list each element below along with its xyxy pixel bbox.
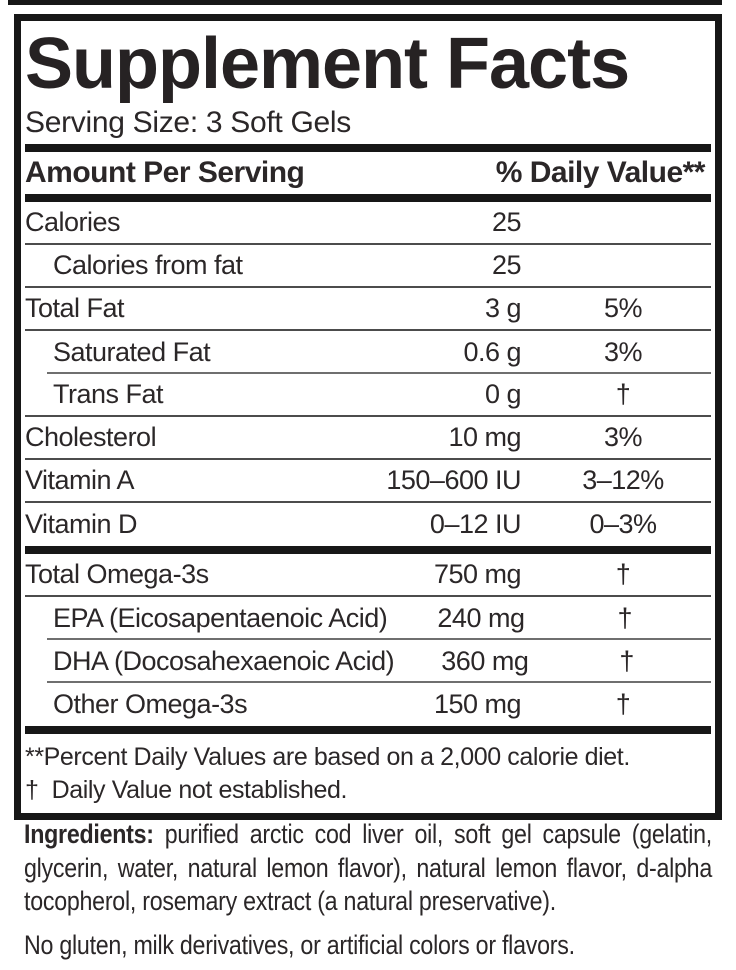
daily-value-header-label: % Daily Value** — [495, 156, 706, 189]
nutrient-name: Total Omega-3s — [25, 559, 209, 589]
nutrient-row-dha: DHA (Docosahexaenoic Acid) 360 mg † — [25, 640, 711, 683]
nutrient-amount: 25 — [491, 207, 522, 237]
nutrient-dv: 3–12% — [582, 465, 664, 495]
nutrient-name: Calories — [25, 207, 121, 237]
nutrient-name: Vitamin A — [25, 465, 135, 495]
nutrient-amount: 150–600 IU — [386, 465, 521, 495]
nutrient-name: Saturated Fat — [53, 337, 211, 367]
nutrient-dv: 5% — [603, 293, 643, 323]
nutrient-dv: † — [615, 559, 631, 589]
nutrient-amount: 360 mg — [441, 646, 529, 676]
divider-bar-footnotes — [25, 726, 711, 734]
nutrient-name: Vitamin D — [25, 509, 138, 539]
nutrient-amount: 240 mg — [437, 603, 525, 633]
allergen-note: No gluten, milk derivatives, or artifici… — [24, 929, 575, 960]
ingredients-paragraph: Ingredients: purified arctic cod liver o… — [24, 818, 712, 919]
nutrient-dv: † — [617, 603, 632, 633]
nutrient-amount: 750 mg — [433, 559, 522, 589]
footnote-daily-values: **Percent Daily Values are based on a 2,… — [25, 743, 630, 771]
nutrient-dv: 3% — [603, 422, 643, 452]
divider-bar-omega — [25, 546, 711, 554]
nutrient-row-trans-fat: Trans Fat 0 g † — [25, 374, 711, 417]
supplement-facts-panel: Supplement Facts Serving Size: 3 Soft Ge… — [14, 14, 722, 820]
label-edge-strip — [8, 0, 722, 5]
ingredients-text: purified arctic cod liver oil, soft gel … — [24, 819, 713, 916]
nutrient-amount: 150 mg — [433, 689, 522, 719]
nutrient-amount: 10 mg — [448, 422, 521, 452]
nutrient-amount: 3 g — [484, 293, 522, 323]
panel-inner: Supplement Facts Serving Size: 3 Soft Ge… — [21, 22, 715, 813]
nutrient-row-epa: EPA (Eicosapentaenoic Acid) 240 mg † — [25, 597, 711, 640]
label-details: Ingredients: purified arctic cod liver o… — [24, 818, 712, 962]
nutrient-name: Cholesterol — [25, 422, 157, 452]
nutrient-name: Total Fat — [25, 293, 125, 323]
nutrient-row-other-omega-3s: Other Omega-3s 150 mg † — [25, 683, 711, 726]
divider-bar-header — [25, 194, 711, 202]
nutrient-amount: 0–12 IU — [429, 509, 522, 539]
nutrient-dv: † — [615, 379, 631, 409]
nutrient-amount: 0.6 g — [463, 337, 521, 367]
ingredients-label: Ingredients: — [24, 819, 154, 849]
nutrient-name: Trans Fat — [53, 379, 164, 409]
nutrient-row-vitamin-a: Vitamin A 150–600 IU 3–12% — [25, 460, 711, 503]
nutrient-row-vitamin-d: Vitamin D 0–12 IU 0–3% — [25, 503, 711, 546]
nutrient-amount: 0 g — [484, 379, 522, 409]
nutrient-dv: † — [619, 646, 634, 676]
nutrient-row-calories: Calories 25 — [25, 202, 711, 245]
nutrient-name: DHA (Docosahexaenoic Acid) — [53, 646, 395, 676]
nutrient-row-total-fat: Total Fat 3 g 5% — [25, 288, 711, 331]
column-header-row: Amount Per Serving % Daily Value** — [25, 152, 711, 194]
divider-bar-serving — [25, 144, 711, 152]
nutrient-dv: 0–3% — [589, 509, 657, 539]
nutrient-row-calories-from-fat: Calories from fat 25 — [25, 245, 711, 288]
nutrient-amount: 25 — [491, 250, 522, 280]
nutrient-name: Calories from fat — [53, 250, 243, 280]
nutrient-dv: 3% — [603, 337, 643, 367]
amount-header-label: Amount Per Serving — [25, 156, 305, 189]
panel-title: Supplement Facts — [25, 24, 630, 104]
nutrient-dv: † — [615, 689, 631, 719]
nutrient-row-cholesterol: Cholesterol 10 mg 3% — [25, 417, 711, 460]
nutrient-row-saturated-fat: Saturated Fat 0.6 g 3% — [25, 331, 711, 374]
footnote-dagger: † Daily Value not established. — [25, 776, 348, 804]
footnotes: **Percent Daily Values are based on a 2,… — [25, 734, 711, 813]
serving-size: Serving Size: 3 Soft Gels — [25, 106, 351, 139]
nutrient-name: Other Omega-3s — [53, 689, 248, 719]
nutrient-row-total-omega-3s: Total Omega-3s 750 mg † — [25, 554, 711, 597]
nutrient-name: EPA (Eicosapentaenoic Acid) — [53, 603, 388, 633]
